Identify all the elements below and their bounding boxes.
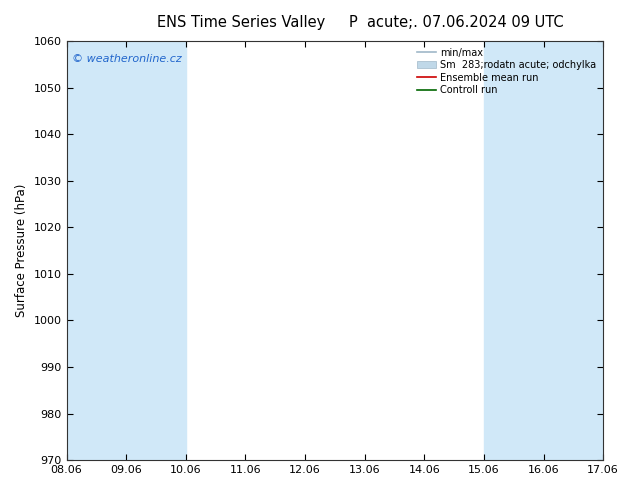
Text: ENS Time Series Valley: ENS Time Series Valley xyxy=(157,15,325,30)
Text: © weatheronline.cz: © weatheronline.cz xyxy=(72,53,182,64)
Y-axis label: Surface Pressure (hPa): Surface Pressure (hPa) xyxy=(15,184,28,318)
Text: P  acute;. 07.06.2024 09 UTC: P acute;. 07.06.2024 09 UTC xyxy=(349,15,564,30)
Bar xyxy=(603,41,633,460)
Bar xyxy=(484,41,603,460)
Bar xyxy=(67,41,186,460)
Legend: min/max, Sm  283;rodatn acute; odchylka, Ensemble mean run, Controll run: min/max, Sm 283;rodatn acute; odchylka, … xyxy=(413,44,600,99)
